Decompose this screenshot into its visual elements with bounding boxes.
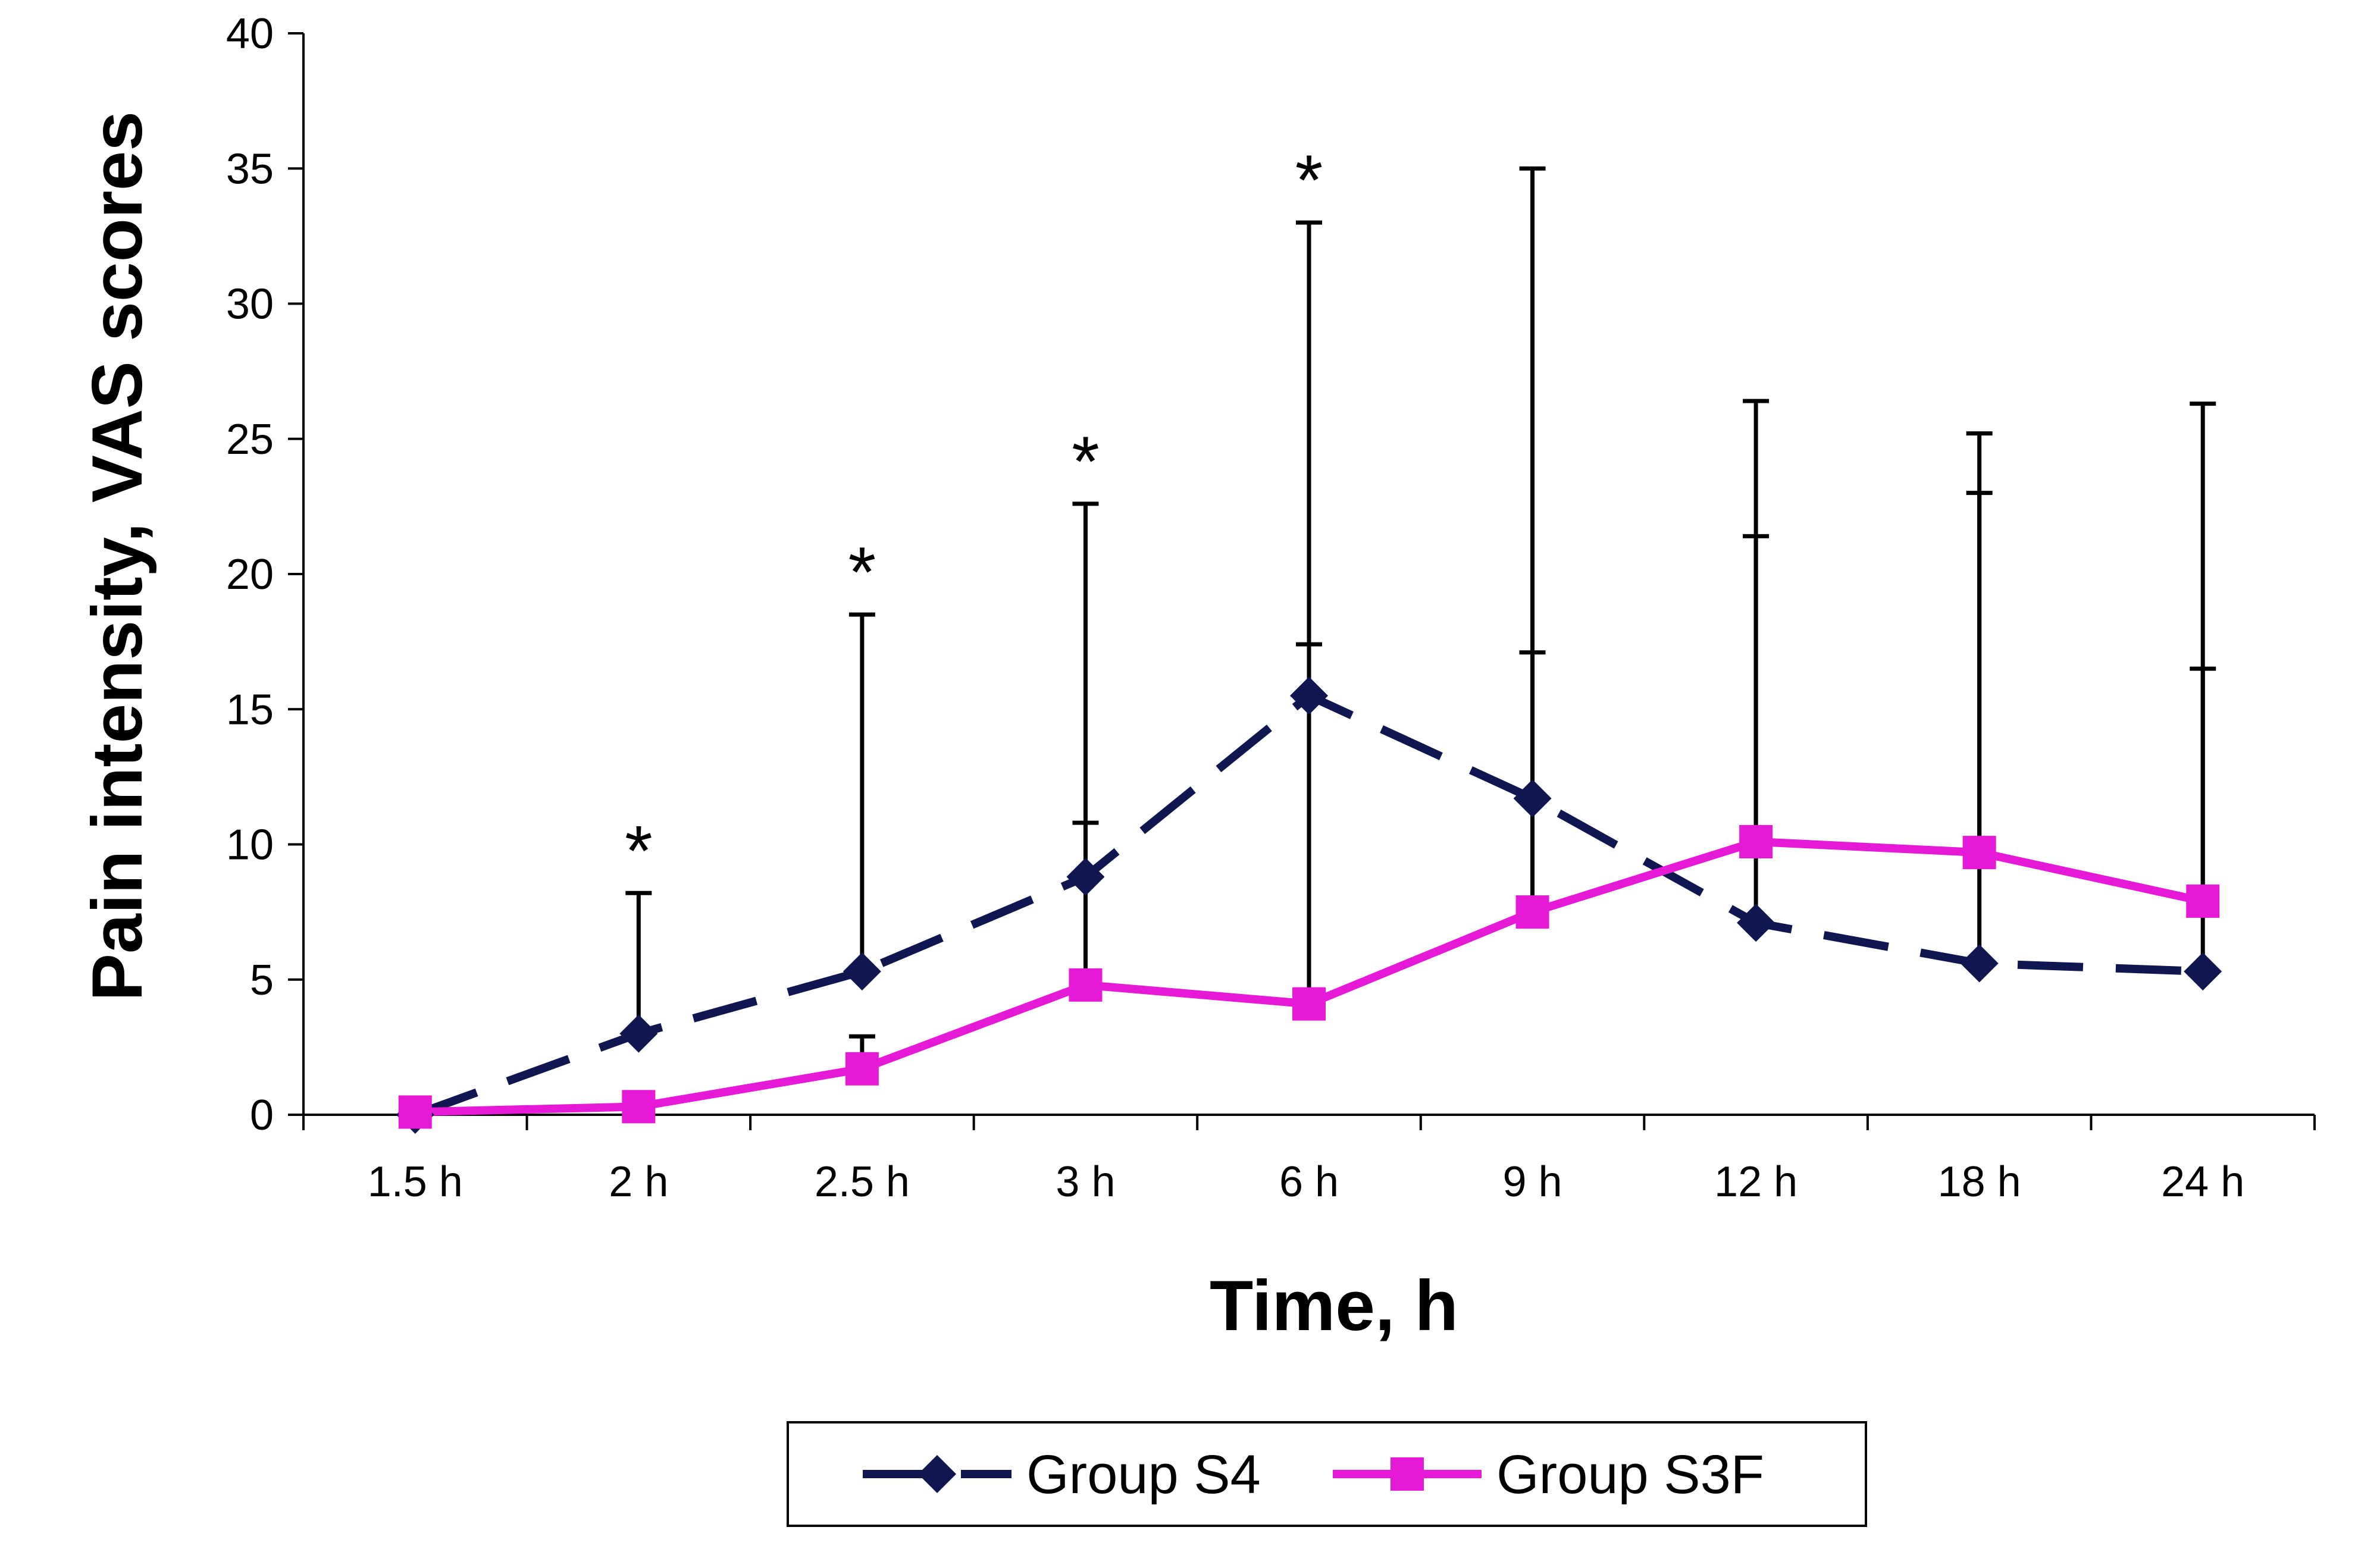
- y-axis-title: Pain intensity, VAS scores: [77, 111, 157, 1001]
- x-tick-label: 18 h: [1938, 1158, 2021, 1206]
- data-point: [1069, 968, 1103, 1002]
- significance-markers: * * * *: [625, 140, 1323, 890]
- data-point: [1739, 824, 1773, 858]
- legend-label: Group S4: [1026, 1444, 1261, 1505]
- y-tick-label: 40: [226, 10, 274, 58]
- data-point: [1515, 895, 1549, 929]
- y-tick-label: 35: [226, 145, 274, 193]
- data-point: [622, 1090, 656, 1124]
- x-tick-label: 2 h: [609, 1158, 668, 1206]
- series-markers: [396, 676, 2222, 1134]
- data-point: [1290, 676, 1328, 715]
- y-tick-label: 30: [226, 281, 274, 328]
- y-tick-label: 25: [226, 416, 274, 463]
- data-point: [1513, 779, 1552, 818]
- error-bars: [625, 166, 2216, 1069]
- legend-label: Group S3F: [1496, 1444, 1764, 1505]
- significance-star: *: [1295, 140, 1323, 220]
- y-tick-label: 10: [226, 821, 274, 869]
- x-axis-title: Time, h: [1210, 1266, 1458, 1346]
- data-point: [1737, 904, 1775, 942]
- x-tick-label: 3 h: [1056, 1158, 1115, 1206]
- data-point: [398, 1095, 432, 1129]
- y-tick-label: 15: [226, 686, 274, 733]
- data-point: [1960, 944, 1999, 983]
- y-ticks: 0 5 10 15 20 25 30 35 40: [226, 10, 303, 1139]
- significance-star: *: [625, 811, 653, 890]
- legend-marker: [918, 1455, 956, 1493]
- data-point: [845, 1052, 879, 1086]
- significance-star: *: [848, 532, 876, 612]
- x-tick-label: 6 h: [1279, 1158, 1339, 1206]
- x-tick-label: 2.5 h: [815, 1158, 910, 1206]
- data-point: [1962, 836, 1996, 870]
- data-point: [1292, 987, 1326, 1021]
- legend: Group S4 Group S3F: [787, 1421, 1867, 1527]
- x-tick-label: 9 h: [1503, 1158, 1562, 1206]
- data-point: [2184, 952, 2222, 991]
- y-tick-label: 20: [226, 551, 274, 598]
- significance-star: *: [1072, 422, 1100, 501]
- x-tick-label: 1.5 h: [368, 1158, 463, 1206]
- data-point: [2186, 884, 2220, 918]
- y-tick-label: 5: [250, 957, 274, 1004]
- y-tick-label: 0: [250, 1092, 274, 1139]
- data-point: [1066, 858, 1105, 896]
- x-ticks: 1.5 h 2 h 2.5 h 3 h 6 h 9 h 12 h 18 h 24 h: [302, 1115, 2316, 1206]
- data-point: [843, 952, 881, 991]
- x-tick-label: 24 h: [2161, 1158, 2244, 1206]
- data-point: [619, 1014, 658, 1053]
- legend-marker: [1391, 1457, 1424, 1491]
- x-tick-label: 12 h: [1714, 1158, 1797, 1206]
